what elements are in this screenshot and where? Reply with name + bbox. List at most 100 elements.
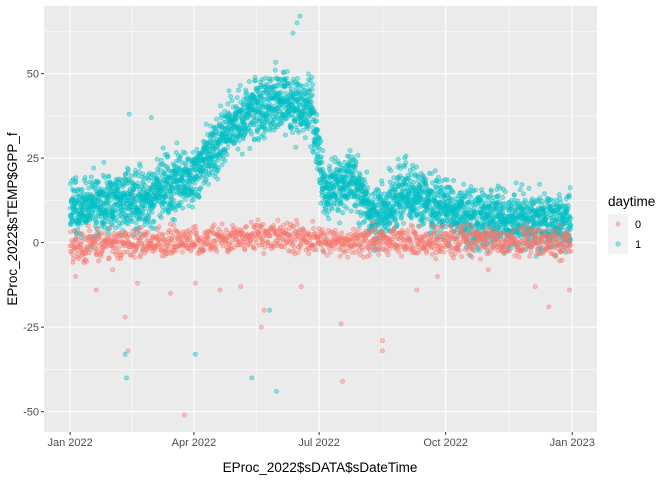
data-point-1 [219, 162, 225, 168]
data-point-1 [225, 145, 231, 151]
data-point-1 [226, 88, 232, 94]
data-point-0 [130, 228, 136, 234]
data-point-1 [286, 80, 292, 86]
data-point-1 [366, 192, 372, 198]
data-point-1 [311, 150, 317, 155]
data-point-1 [190, 149, 196, 155]
data-point-1 [451, 178, 456, 183]
data-point-1 [106, 173, 112, 179]
data-point-1 [420, 215, 426, 221]
data-point-1 [198, 185, 204, 191]
data-point-0 [405, 227, 411, 233]
data-point-1 [519, 182, 525, 188]
data-point-1 [314, 112, 320, 118]
data-point-0 [549, 227, 555, 233]
data-point-1 [154, 156, 160, 162]
data-point-0 [94, 246, 100, 252]
data-point-1 [444, 177, 450, 183]
data-point-0 [260, 240, 266, 246]
data-point-0 [293, 217, 299, 223]
data-point-0 [324, 252, 330, 258]
data-point-1 [240, 136, 246, 142]
data-point-1 [473, 214, 479, 220]
data-point-1 [183, 163, 189, 169]
data-point-0 [459, 254, 465, 260]
data-point-0 [466, 251, 472, 257]
data-point-0 [369, 226, 375, 232]
data-point-1 [488, 189, 494, 194]
data-point-1 [126, 178, 132, 184]
data-point-1 [565, 203, 571, 209]
data-point-1 [288, 125, 294, 131]
data-point-1 [83, 180, 89, 186]
data-point-1 [218, 103, 224, 109]
data-point-1 [273, 59, 279, 65]
data-point-1 [568, 223, 574, 229]
data-point-0 [451, 255, 456, 261]
data-point-0 [275, 218, 281, 223]
data-point-0 [524, 221, 530, 227]
data-point-0 [242, 247, 248, 253]
data-point-0 [328, 249, 333, 255]
data-point-1 [327, 163, 333, 169]
data-point-0 [501, 244, 507, 250]
data-point-0 [132, 254, 138, 260]
data-point-1 [124, 375, 129, 381]
data-point-1 [300, 127, 306, 133]
data-point-1 [178, 153, 184, 159]
data-point-1 [408, 215, 414, 221]
data-point-0 [351, 226, 356, 232]
data-point-0 [306, 251, 312, 257]
data-point-1 [267, 101, 273, 107]
data-point-0 [291, 224, 296, 230]
data-point-0 [355, 227, 361, 232]
data-point-0 [337, 253, 343, 259]
data-point-0 [292, 244, 298, 250]
data-point-0 [385, 252, 391, 258]
data-point-1 [144, 175, 150, 181]
data-point-1 [476, 248, 482, 254]
data-point-0 [433, 256, 439, 262]
data-point-1 [146, 214, 152, 220]
data-point-1 [196, 194, 202, 200]
data-point-0 [93, 241, 99, 247]
data-point-1 [379, 181, 385, 187]
data-point-1 [82, 175, 88, 181]
data-point-1 [73, 179, 79, 185]
data-point-1 [106, 200, 111, 206]
data-point-1 [502, 189, 508, 195]
data-point-0 [321, 249, 327, 255]
data-point-1 [320, 148, 326, 154]
data-point-1 [290, 130, 296, 135]
data-point-0 [399, 253, 405, 259]
data-point-0 [367, 252, 373, 258]
data-point-1 [414, 164, 419, 170]
data-point-1 [178, 199, 184, 205]
data-point-1 [244, 90, 249, 96]
data-point-1 [340, 210, 346, 216]
data-point-1 [228, 93, 233, 99]
data-point-0 [538, 227, 543, 233]
data-point-1 [461, 181, 467, 187]
data-point-0 [220, 243, 226, 249]
data-point-0 [469, 224, 475, 230]
data-point-0 [539, 240, 545, 246]
data-point-0 [465, 221, 471, 227]
data-point-0 [469, 254, 475, 260]
data-point-0 [506, 248, 512, 254]
data-point-0 [376, 252, 382, 257]
data-point-1 [126, 111, 132, 117]
data-point-1 [326, 216, 332, 222]
data-point-1 [216, 165, 222, 171]
data-point-1 [249, 131, 255, 137]
data-point-0 [102, 231, 108, 237]
data-point-0 [311, 226, 316, 232]
data-point-0 [430, 222, 436, 228]
data-point-0 [528, 249, 534, 255]
data-point-0 [359, 247, 365, 253]
data-point-0 [378, 241, 384, 247]
data-point-0 [170, 233, 176, 239]
data-point-1 [304, 82, 310, 88]
data-point-1 [520, 191, 526, 197]
data-point-0 [252, 246, 258, 252]
